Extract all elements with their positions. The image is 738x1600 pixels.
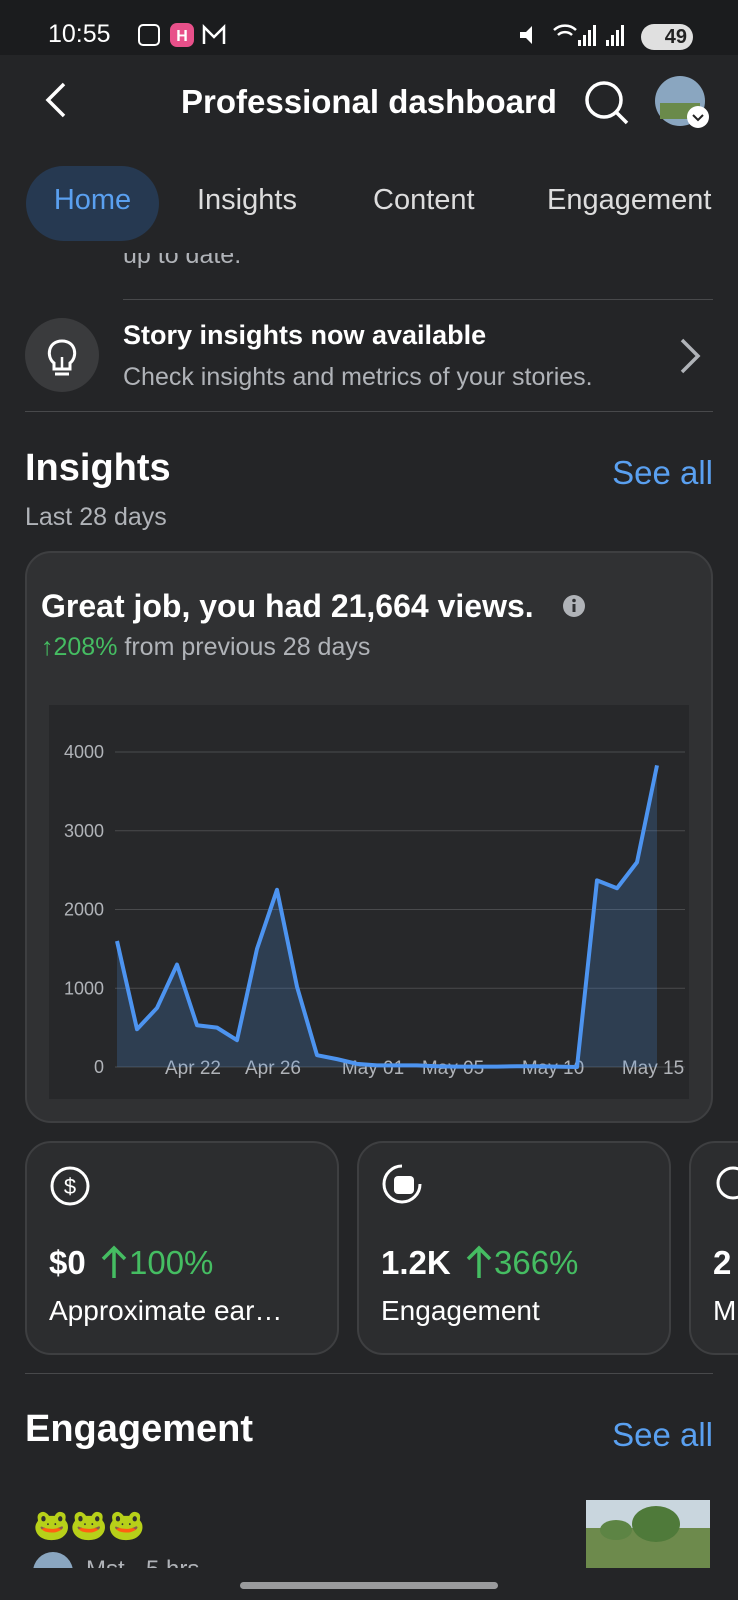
metric-label: Approximate ear… — [49, 1295, 283, 1326]
headline: Great job, you had 21,664 views. — [41, 588, 534, 624]
bulb-icon — [25, 318, 99, 392]
comment-icon — [716, 1166, 738, 1200]
tab[interactable]: Engagement — [547, 184, 712, 216]
y-tick-label: 0 — [94, 1057, 104, 1077]
profile-avatar[interactable] — [654, 75, 710, 131]
period: Last 28 days — [25, 503, 167, 531]
divider — [25, 1373, 713, 1374]
metric-card[interactable] — [689, 1141, 738, 1355]
section-title: Insights — [25, 447, 171, 489]
post-thumbnail[interactable] — [586, 1500, 710, 1568]
tab[interactable]: Insights — [197, 184, 297, 216]
engagement-icon — [382, 1164, 422, 1204]
search-button[interactable] — [582, 78, 632, 128]
x-tick-label: May 15 — [622, 1058, 684, 1079]
partial-text: up to date. — [123, 253, 242, 269]
metric-label: Engagement — [381, 1295, 540, 1326]
svg-text:H: H — [176, 28, 188, 45]
y-tick-label: 4000 — [64, 742, 104, 762]
post-avatar — [33, 1552, 73, 1568]
up-arrow — [101, 1245, 127, 1278]
metric-value: 1.2K — [381, 1244, 451, 1281]
section-title: Engagement — [25, 1408, 254, 1450]
up-arrow — [466, 1245, 492, 1278]
metric-value: $0 — [49, 1244, 86, 1281]
see-all[interactable]: See all — [612, 454, 713, 491]
y-tick-label: 1000 — [64, 978, 104, 998]
post-meta: Mst · 5 hrs — [86, 1556, 199, 1568]
area — [117, 765, 657, 1067]
clip: 2 M — [689, 1141, 738, 1355]
page-title: Professional dashboard — [181, 83, 557, 120]
dollar-icon: $ — [50, 1166, 90, 1206]
story-subtitle: Check insights and metrics of your stori… — [123, 363, 593, 391]
tab[interactable]: Home — [53, 184, 132, 216]
divider — [123, 299, 713, 300]
status-bar — [0, 0, 738, 55]
tab-active-bg — [26, 166, 159, 241]
metric-card[interactable] — [25, 1141, 339, 1355]
line — [115, 764, 659, 1069]
story-title: Story insights now available — [123, 320, 487, 350]
metric-value: 2 — [713, 1244, 732, 1281]
divider — [25, 411, 713, 412]
notification-icons: H — [138, 23, 226, 47]
tab[interactable]: Content — [373, 184, 475, 216]
system-icons — [520, 24, 624, 46]
see-all[interactable]: See all — [612, 1416, 713, 1453]
y-tick-label: 3000 — [64, 821, 104, 841]
gesture-bar — [240, 1582, 498, 1589]
clock: 10:55 — [48, 20, 111, 48]
clip: up to date. — [0, 253, 738, 279]
metric-change: 366% — [494, 1244, 579, 1281]
x-tick-label: Apr 22 — [165, 1058, 221, 1079]
battery: 49 — [641, 24, 693, 50]
metric-label: M — [713, 1295, 737, 1326]
chevron[interactable] — [676, 336, 706, 376]
post-text: 🐸🐸🐸 — [33, 1509, 146, 1542]
x-tick-label: Apr 26 — [245, 1058, 301, 1079]
metric-change: 100% — [129, 1244, 214, 1281]
change-text: from previous 28 days — [124, 633, 371, 661]
info-icon[interactable] — [562, 594, 586, 618]
change: ↑208% — [41, 633, 118, 661]
y-tick-label: 2000 — [64, 900, 104, 920]
change-line: ↑208% from previous 28 days — [41, 633, 370, 662]
svg-text:$: $ — [64, 1174, 76, 1199]
clip: 🐸🐸🐸 Mst · 5 hrs — [0, 1500, 738, 1568]
back-button[interactable] — [40, 80, 74, 120]
